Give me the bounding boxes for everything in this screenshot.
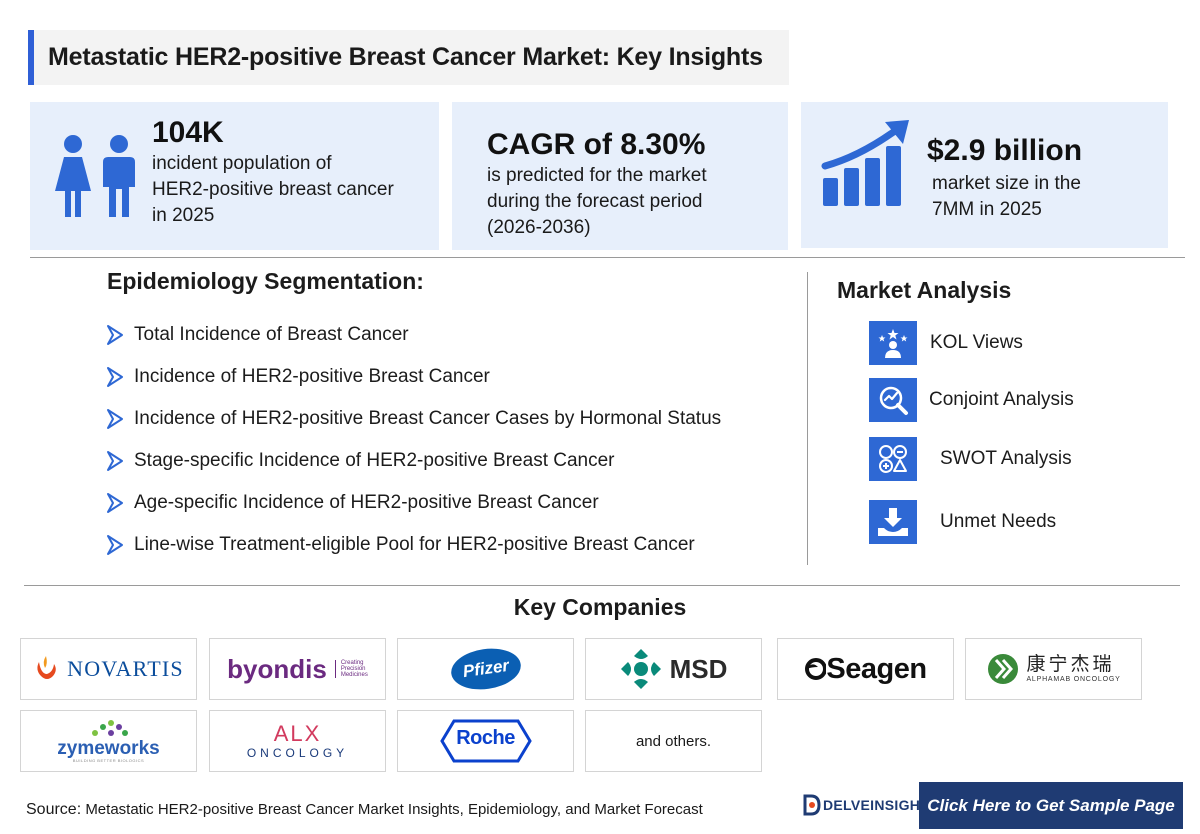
zymeworks-tagline: BUILDING BETTER BIOLOGICS: [72, 758, 145, 763]
incidence-line-2: HER2-positive breast cancer: [152, 178, 394, 200]
kol-icon: [869, 321, 917, 365]
swot-icon: [869, 437, 917, 481]
source-note: Source: Metastatic HER2-positive Breast …: [26, 801, 703, 819]
list-item-label: Incidence of HER2-positive Breast Cancer: [134, 366, 490, 387]
cagr-value: CAGR of 8.30%: [487, 128, 706, 161]
others-label: and others.: [635, 732, 712, 750]
sample-page-button[interactable]: Click Here to Get Sample Page: [919, 782, 1183, 829]
chevron-right-icon: [107, 367, 123, 387]
zymeworks-logo: zymeworks BUILDING BETTER BIOLOGICS: [20, 710, 197, 772]
cagr-line-1: is predicted for the market: [487, 164, 707, 186]
list-item: Incidence of HER2-positive Breast Cancer…: [106, 398, 721, 440]
source-text: Metastatic HER2-positive Breast Cancer M…: [85, 801, 703, 818]
novartis-logo: NOVARTIS: [20, 638, 197, 700]
stat-card-market-size: $2.9 billion market size in the 7MM in 2…: [801, 102, 1168, 248]
others-box: and others.: [585, 710, 762, 772]
market-analysis-item-unmet: Unmet Needs: [869, 500, 1056, 544]
alx-oncology-logo: ALX ONCOLOGY: [209, 710, 386, 772]
zymeworks-dots-icon: [91, 720, 128, 736]
delveinsight-wordmark: DELVEINSIGHT: [823, 797, 930, 813]
alx-oncology-wordmark: ONCOLOGY: [246, 745, 349, 760]
pfizer-wordmark: Pfizer: [461, 655, 510, 682]
alphamab-en-wordmark: ALPHAMAB ONCOLOGY: [1026, 675, 1121, 683]
market-analysis-title: Market Analysis: [837, 277, 1012, 303]
market-value: $2.9 billion: [927, 134, 1083, 167]
byondis-tagline: Precision: [340, 665, 366, 672]
epidemiology-title: Epidemiology Segmentation:: [107, 268, 424, 294]
cagr-line-3: (2026-2036): [487, 216, 591, 238]
conjoint-icon: [869, 378, 917, 422]
byondis-tagline: Medicines: [340, 672, 368, 679]
delveinsight-emblem-icon: [803, 794, 821, 816]
novartis-flame-icon: [37, 656, 56, 679]
title-banner: Metastatic HER2-positive Breast Cancer M…: [28, 30, 789, 85]
list-item-label: Total Incidence of Breast Cancer: [134, 324, 409, 345]
chevron-right-icon: [107, 409, 123, 429]
byondis-tagline: Creating: [340, 659, 364, 666]
list-item-label: Line-wise Treatment-eligible Pool for HE…: [134, 534, 695, 555]
seagen-emblem-icon: [805, 658, 827, 680]
alphamab-logo: 康宁杰瑞 ALPHAMAB ONCOLOGY: [965, 638, 1142, 700]
list-item-label: Incidence of HER2-positive Breast Cancer…: [134, 408, 722, 429]
market-analysis-item-swot: SWOT Analysis: [869, 437, 1072, 481]
market-analysis-label: SWOT Analysis: [940, 448, 1072, 469]
alphamab-cn-wordmark: 康宁杰瑞: [1026, 653, 1115, 675]
incidence-line-3: in 2025: [152, 204, 215, 226]
msd-emblem-icon: [620, 649, 661, 689]
key-companies-title: Key Companies: [513, 594, 687, 620]
roche-hexagon-icon: [439, 719, 532, 763]
incidence-value: 104K: [152, 116, 224, 149]
pfizer-logo: Pfizer: [397, 638, 574, 700]
page-title: Metastatic HER2-positive Breast Cancer M…: [48, 43, 763, 71]
roche-wordmark: Roche: [456, 727, 515, 749]
chevron-right-icon: [107, 493, 123, 513]
chevron-right-icon: [107, 451, 123, 471]
list-item: Age-specific Incidence of HER2-positive …: [106, 482, 721, 524]
divider-middle: [24, 585, 1180, 586]
alx-wordmark: ALX: [273, 721, 322, 747]
market-analysis-label: KOL Views: [930, 332, 1023, 353]
growth-chart-icon: [821, 120, 909, 206]
msd-wordmark: MSD: [669, 653, 728, 684]
list-item: Total Incidence of Breast Cancer: [106, 314, 721, 356]
divider-top: [30, 257, 1185, 258]
people-icon: [55, 135, 135, 217]
seagen-wordmark: Seagen: [826, 652, 927, 685]
list-item: Stage-specific Incidence of HER2-positiv…: [106, 440, 721, 482]
zymeworks-wordmark: zymeworks: [57, 738, 160, 759]
novartis-wordmark: NOVARTIS: [67, 656, 184, 681]
market-line-1: market size in the: [932, 172, 1081, 194]
seagen-logo: Seagen: [777, 638, 954, 700]
byondis-logo: byondis Creating Precision Medicines: [209, 638, 386, 700]
market-analysis-label: Conjoint Analysis: [929, 389, 1074, 410]
chevron-right-icon: [107, 535, 123, 555]
unmet-needs-icon: [869, 500, 917, 544]
source-label: Source:: [26, 801, 82, 818]
stat-card-incidence: 104K incident population of HER2-positiv…: [30, 102, 439, 250]
market-analysis-item-conjoint: Conjoint Analysis: [869, 378, 1074, 422]
alphamab-emblem-icon: [988, 654, 1019, 684]
list-item: Incidence of HER2-positive Breast Cancer: [106, 356, 721, 398]
msd-logo: MSD: [585, 638, 762, 700]
cagr-line-2: during the forecast period: [487, 190, 703, 212]
list-item-label: Stage-specific Incidence of HER2-positiv…: [134, 450, 615, 471]
stat-card-cagr: CAGR of 8.30% is predicted for the marke…: [452, 102, 788, 250]
epidemiology-list: Total Incidence of Breast Cancer Inciden…: [106, 314, 721, 566]
byondis-wordmark: byondis: [227, 653, 327, 684]
divider-vertical: [807, 272, 808, 565]
chevron-right-icon: [107, 325, 123, 345]
list-item-label: Age-specific Incidence of HER2-positive …: [134, 492, 599, 513]
roche-logo: Roche: [397, 710, 574, 772]
market-analysis-item-kol: KOL Views: [869, 321, 1023, 365]
list-item: Line-wise Treatment-eligible Pool for HE…: [106, 524, 721, 566]
market-analysis-label: Unmet Needs: [940, 511, 1057, 532]
market-line-2: 7MM in 2025: [932, 198, 1042, 220]
incidence-line-1: incident population of: [152, 152, 332, 174]
delveinsight-logo: DELVEINSIGHT: [803, 794, 929, 816]
